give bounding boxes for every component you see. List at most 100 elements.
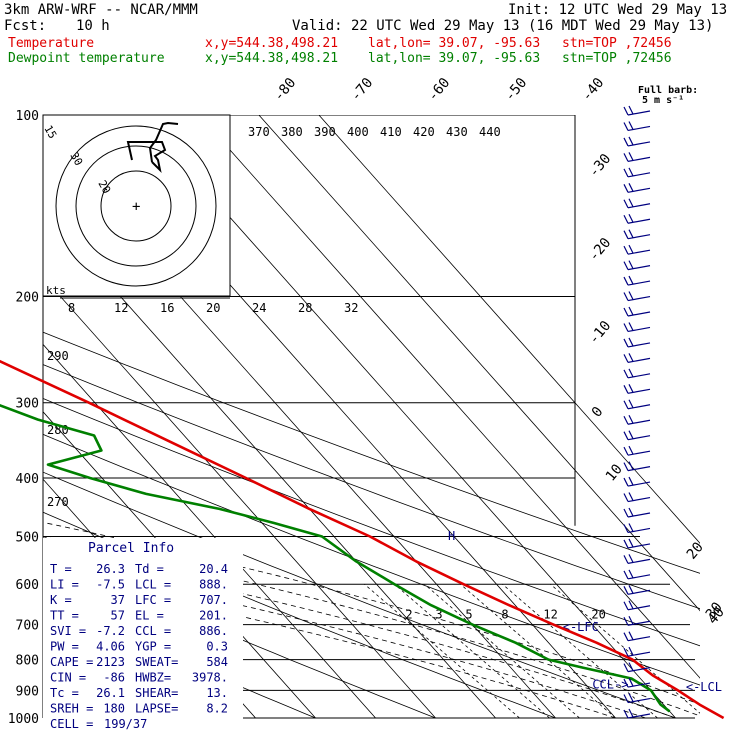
wind-barb [623,631,651,642]
hodograph-ring-label: 30 [67,150,85,168]
isotherm-line [258,115,700,612]
parcel-info-key: EL = [135,609,164,623]
pressure-tick-label: 200 [16,291,39,306]
wind-speed-label: 12 [114,301,128,315]
hodograph-ring-label: 20 [95,178,113,196]
pressure-tick-label: 100 [16,109,39,124]
wind-speed-label: 8 [68,301,75,315]
wind-barb [623,445,651,456]
wind-barb [623,337,651,348]
wind-barb [623,183,651,193]
parcel-info-key: CCL = [135,624,171,638]
dewpoint-latlon: lat,lon= 39.07, -95.63 [368,51,541,66]
mixing-ratio-line [394,583,550,719]
wind-barb [623,414,651,425]
parcel-info-value: 180 [103,702,125,716]
theta-e-label: 390 [314,125,336,139]
wind-barb [623,291,651,302]
parcel-info-value: -7.2 [96,624,125,638]
wind-barb [623,492,651,503]
isotherm-right-label: -10 [586,318,615,348]
moist-adiabat-line [43,573,616,719]
wind-barb [623,476,651,487]
moist-adiabat-line [43,536,700,717]
wind-barb [623,430,651,441]
pressure-tick-label: 800 [16,654,39,669]
wind-barb [623,244,651,255]
dewpoint-line [0,403,671,713]
parcel-info-key: SVI = [50,624,86,638]
lfc-annotation: <-LFC [563,620,599,634]
isotherm-line [198,115,700,679]
theta-e-label: 420 [413,125,435,139]
mixing-ratio-line [460,583,616,719]
parcel-info-key: LI = [50,578,79,592]
isotherm-line [318,115,700,544]
barb-legend-units: 5 m s⁻¹ [642,95,684,106]
isotherm-top-label: -60 [425,75,454,105]
parcel-info-value: -86 [103,671,125,685]
wind-barb [623,693,651,704]
temperature-station: stn=TOP ,72456 [562,36,672,51]
parcel-info-value: 13. [206,686,228,700]
isotherm-line [43,276,436,719]
wind-barb [623,384,651,394]
parcel-info-value: 0.3 [206,640,228,654]
wind-barb [623,229,651,240]
mixing-ratio-line [364,583,520,719]
parcel-info-key: CAPE = [50,655,93,669]
parcel-info-value: 20.4 [199,562,228,576]
parcel-info-key: TT = [50,609,79,623]
wind-barb [623,600,651,611]
temperature-latlon: lat,lon= 39.07, -95.63 [368,36,541,51]
parcel-info-value: 886. [199,624,228,638]
forecast-hour: 10 h [76,18,110,34]
wind-barb [623,399,651,410]
wind-barb [623,368,651,379]
temperature-legend: Temperature [8,36,95,51]
mixing-ratio-label: 3 [435,608,442,622]
model-title: 3km ARW-WRF -- NCAR/MMM [4,2,198,18]
isotherm-line [43,343,376,719]
wind-barb [623,708,651,719]
pressure-tick-label: 900 [16,684,39,699]
theta-e-label: 430 [446,125,468,139]
pressure-tick-label: 1000 [8,712,39,727]
wind-speed-label: 28 [298,301,312,315]
parcel-info-value: -7.5 [96,578,125,592]
mixing-ratio-label: 20 [591,608,605,622]
lcl-annotation: <-LCL [686,680,722,694]
dry-adiabat-line [43,398,700,647]
dewpoint-legend: Dewpoint temperature [8,51,165,66]
wind-barb [623,152,651,162]
wind-speed-label: 20 [206,301,220,315]
mixing-ratio-line [424,583,580,719]
barb-legend-title: Full barb: [638,85,698,96]
hodograph-ring [55,125,217,287]
isotherm-right-label: 10 [603,461,626,484]
parcel-info-value: 3978. [192,671,228,685]
parcel-info-value: 201. [199,609,228,623]
wind-barb [623,260,651,271]
wind-barb [623,585,651,595]
mixing-ratio-label: 2 [405,608,412,622]
wind-barb [623,569,651,580]
dry-adiabat-line [43,433,700,686]
wind-barb [623,275,651,286]
parcel-info-value: 37 [111,593,125,607]
parcel-info-value: 707. [199,593,228,607]
mixing-ratio-label: 12 [543,608,557,622]
mixing-ratio-line [502,583,658,719]
parcel-info-value: 26.3 [96,562,125,576]
hodograph-ring [75,145,197,267]
h-annotation: H [448,529,455,543]
dewpoint-station: stn=TOP ,72456 [562,51,672,66]
wind-barb [623,523,651,534]
hodograph-ring-label: 15 [41,123,59,141]
parcel-info-value: 2123 [96,655,125,669]
parcel-info-value: 57 [111,609,125,623]
parcel-info-key: LCL = [135,578,171,592]
dry-adiabat-line [43,331,700,574]
theta-e-label: 410 [380,125,402,139]
parcel-info-key: K = [50,593,72,607]
